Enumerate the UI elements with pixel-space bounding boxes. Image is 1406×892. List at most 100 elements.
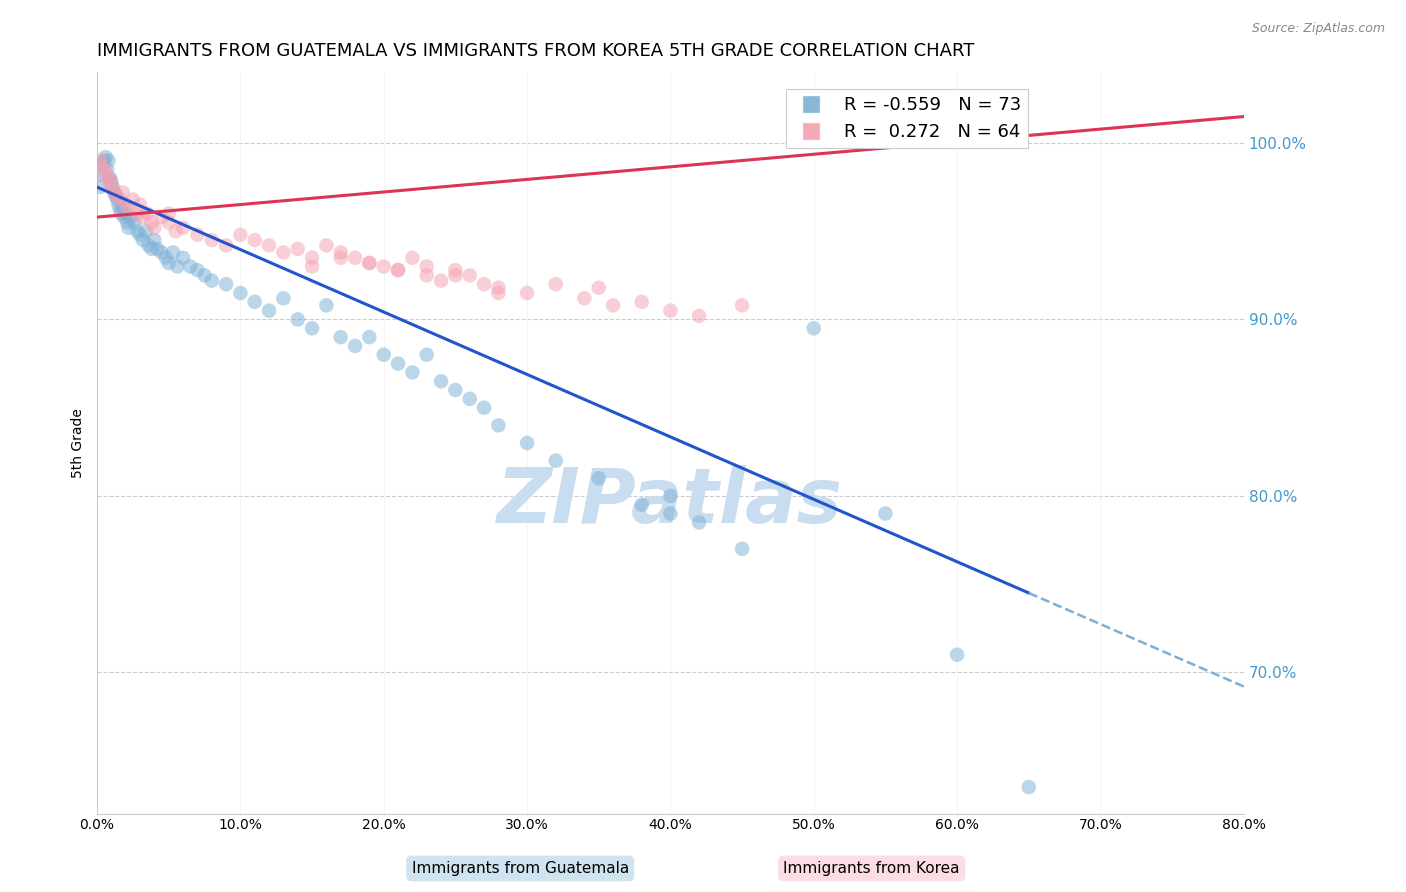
Point [329,245,352,260]
Point [301,321,323,335]
Point [229,285,252,300]
Point [387,263,409,277]
Point [329,251,352,265]
Point [114,198,136,212]
Point [93,153,115,168]
Point [516,436,538,450]
Point [387,263,409,277]
Point [90,157,112,171]
Point [486,285,509,300]
Point [100,175,122,189]
Point [115,215,138,229]
Point [329,330,352,344]
Point [138,238,160,252]
Point [630,498,652,512]
Point [544,277,567,292]
Point [416,268,439,283]
Text: Immigrants from Korea: Immigrants from Korea [783,861,960,876]
Point [387,357,409,371]
Point [94,168,117,182]
Point [359,256,381,270]
Point [243,233,266,247]
Point [135,224,157,238]
Point [287,312,309,326]
Point [229,227,252,242]
Legend: R = -0.559   N = 73, R =  0.272   N = 64: R = -0.559 N = 73, R = 0.272 N = 64 [786,89,1028,148]
Point [574,291,596,305]
Point [93,162,115,177]
Point [172,220,194,235]
Point [273,291,295,305]
Point [588,471,610,485]
Point [111,186,134,200]
Point [416,348,439,362]
Point [111,198,134,212]
Point [315,298,337,312]
Point [359,330,381,344]
Point [257,303,280,318]
Point [104,189,127,203]
Point [359,256,381,270]
Point [458,268,481,283]
Point [108,202,131,217]
Point [141,242,163,256]
Point [97,153,120,168]
Point [127,206,149,220]
Point [731,541,754,556]
Point [94,150,117,164]
Point [688,309,710,323]
Point [287,242,309,256]
Point [1018,780,1040,794]
Point [141,215,163,229]
Point [157,206,180,220]
Point [416,260,439,274]
Point [430,274,453,288]
Point [157,256,180,270]
Point [127,224,149,238]
Text: IMMIGRANTS FROM GUATEMALA VS IMMIGRANTS FROM KOREA 5TH GRADE CORRELATION CHART: IMMIGRANTS FROM GUATEMALA VS IMMIGRANTS … [97,42,974,60]
Point [162,245,184,260]
Point [157,215,180,229]
Point [165,224,187,238]
Point [401,365,423,379]
Point [688,516,710,530]
Point [129,198,152,212]
Point [105,189,128,203]
Point [659,507,682,521]
Point [201,233,224,247]
Point [146,242,169,256]
Point [90,168,112,182]
Point [98,171,121,186]
Point [486,281,509,295]
Point [107,198,129,212]
Point [273,245,295,260]
Point [120,210,142,224]
Point [100,180,122,194]
Point [132,233,155,247]
Point [803,321,825,335]
Point [117,220,139,235]
Point [89,180,111,194]
Text: Immigrants from Guatemala: Immigrants from Guatemala [412,861,628,876]
Point [458,392,481,406]
Point [101,180,124,194]
Point [373,260,395,274]
Point [155,251,177,265]
Point [143,220,166,235]
Point [124,215,146,229]
Point [132,210,155,224]
Text: ZIPatlas: ZIPatlas [498,466,844,540]
Point [946,648,969,662]
Point [103,186,125,200]
Point [301,260,323,274]
Point [150,245,173,260]
Point [97,175,120,189]
Point [136,206,159,220]
Y-axis label: 5th Grade: 5th Grade [72,408,86,478]
Point [166,260,188,274]
Point [486,418,509,433]
Point [257,238,280,252]
Point [544,453,567,467]
Point [122,193,145,207]
Point [117,202,139,217]
